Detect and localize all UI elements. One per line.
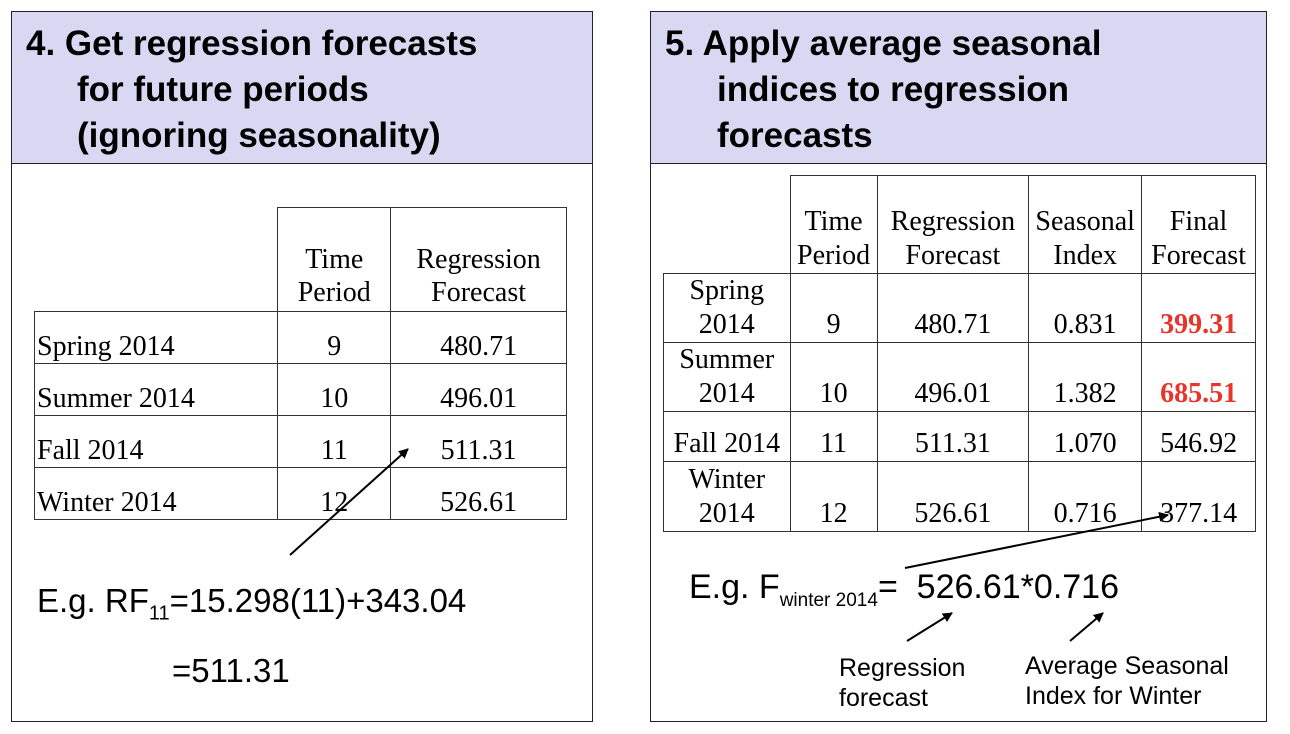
- time-period-cell: 12: [277, 467, 392, 520]
- time-period-cell: 9: [789, 273, 878, 343]
- header-line: for future periods: [77, 70, 369, 109]
- column-header-regression-forecast: Regression Forecast: [390, 207, 567, 312]
- empty-corner-cell: [34, 207, 279, 312]
- forecast-cell: 526.61: [390, 467, 567, 520]
- table-header-row: Time Period Regression Forecast: [34, 207, 567, 312]
- header-text: Index: [1053, 240, 1118, 271]
- row-label: Winter 2014: [33, 467, 279, 520]
- table-header-row: Time Period Regression Forecast Seasonal…: [663, 175, 1256, 274]
- label-line: Winter: [688, 464, 766, 495]
- label-line: Summer: [679, 344, 775, 375]
- table-row: Summer 2014 10 496.01 1.382 685.51: [663, 342, 1256, 412]
- seasonal-index-annotation: Average Seasonal Index for Winter: [1025, 651, 1229, 711]
- column-header-regression-forecast: Regression Forecast: [876, 175, 1030, 274]
- seasonal-index-cell: 1.070: [1028, 411, 1143, 462]
- example-result: =511.31: [172, 652, 290, 689]
- row-label: Fall 2014: [663, 411, 791, 462]
- final-forecast-cell: 377.14: [1141, 461, 1256, 532]
- forecast-cell: 496.01: [876, 342, 1030, 412]
- row-label: Summer 2014: [663, 342, 791, 412]
- table-row: Spring 2014 9 480.71: [33, 311, 567, 364]
- table-row: Summer 2014 10 496.01: [33, 363, 567, 416]
- regression-forecast-panel: 4. Get regression forecasts for future p…: [11, 11, 593, 722]
- label-line: 2014: [698, 378, 755, 409]
- header-text: Seasonal: [1035, 206, 1135, 237]
- header-text: Period: [797, 240, 871, 271]
- formula-expression: =15.298(11)+343.04: [169, 582, 467, 619]
- label-line: 2014: [698, 309, 755, 340]
- time-period-cell: 9: [277, 311, 392, 364]
- row-label: Spring 2014: [663, 273, 791, 343]
- annotation-line: Average Seasonal: [1025, 652, 1229, 680]
- table-row: Fall 2014 11 511.31: [33, 415, 567, 468]
- final-forecast-cell: 685.51: [1141, 342, 1256, 412]
- seasonal-index-cell: 0.831: [1028, 273, 1143, 343]
- time-period-cell: 11: [277, 415, 392, 468]
- header-line: 5. Apply average seasonal: [665, 24, 1102, 63]
- final-forecast-cell: 546.92: [1141, 411, 1256, 462]
- header-text: Forecast: [905, 240, 1001, 271]
- label-line: 2014: [698, 498, 755, 529]
- forecast-cell: 511.31: [876, 411, 1030, 462]
- row-label: Summer 2014: [33, 363, 279, 416]
- row-label: Fall 2014: [33, 415, 279, 468]
- final-forecast-cell: 399.31: [1141, 273, 1256, 343]
- seasonal-index-cell: 0.716: [1028, 461, 1143, 532]
- header-text: Forecast: [1151, 240, 1246, 271]
- time-period-cell: 12: [789, 461, 878, 532]
- header-line: (ignoring seasonality): [77, 116, 441, 155]
- header-text: Time: [804, 206, 863, 237]
- header-line: 4. Get regression forecasts: [26, 24, 478, 63]
- header-text: Time: [305, 244, 364, 275]
- formula-expression: = 526.61*0.716: [877, 568, 1119, 606]
- panel-header: 5. Apply average seasonal indices to reg…: [651, 12, 1266, 164]
- example-formula: E.g. RF11=15.298(11)+343.04: [37, 582, 466, 626]
- table-row: Winter 2014 12 526.61: [33, 467, 567, 520]
- header-line: indices to regression: [717, 70, 1070, 109]
- formula-subscript: winter 2014: [779, 589, 878, 611]
- header-text: Period: [297, 277, 371, 308]
- header-text: Regression: [890, 206, 1016, 237]
- time-period-cell: 10: [277, 363, 392, 416]
- final-forecast-table: Time Period Regression Forecast Seasonal…: [663, 175, 1256, 532]
- time-period-cell: 10: [789, 342, 878, 412]
- seasonal-index-panel: 5. Apply average seasonal indices to reg…: [650, 11, 1267, 722]
- table-row: Spring 2014 9 480.71 0.831 399.31: [663, 273, 1256, 343]
- forecast-cell: 511.31: [390, 415, 567, 468]
- table-row: Fall 2014 11 511.31 1.070 546.92: [663, 411, 1256, 462]
- header-text: Final: [1169, 206, 1228, 237]
- forecast-cell: 526.61: [876, 461, 1030, 532]
- column-header-final-forecast: Final Forecast: [1141, 175, 1256, 274]
- header-text: Regression: [416, 244, 541, 275]
- panel-header: 4. Get regression forecasts for future p…: [12, 12, 592, 164]
- annotation-line: forecast: [839, 684, 928, 712]
- header-line: forecasts: [717, 116, 873, 155]
- annotation-line: Index for Winter: [1025, 682, 1202, 710]
- column-header-time-period: Time Period: [277, 207, 392, 312]
- column-header-seasonal-index: Seasonal Index: [1028, 175, 1143, 274]
- forecast-cell: 496.01: [390, 363, 567, 416]
- formula-subscript: 11: [148, 602, 170, 625]
- column-header-time-period: Time Period: [789, 175, 878, 274]
- regression-forecast-table: Time Period Regression Forecast Spring 2…: [33, 207, 567, 520]
- example-formula: E.g. Fwinter 2014= 526.61*0.716: [689, 568, 1119, 612]
- row-label: Spring 2014: [33, 311, 279, 364]
- table-row: Winter 2014 12 526.61 0.716 377.14: [663, 461, 1256, 532]
- formula-prefix: E.g. F: [689, 568, 780, 606]
- forecast-cell: 480.71: [876, 273, 1030, 343]
- label-line: Spring: [689, 275, 765, 306]
- empty-corner-cell: [663, 175, 791, 274]
- header-text: Forecast: [431, 277, 527, 308]
- seasonal-index-cell: 1.382: [1028, 342, 1143, 412]
- forecast-cell: 480.71: [390, 311, 567, 364]
- time-period-cell: 11: [789, 411, 878, 462]
- annotation-line: Regression: [839, 654, 966, 682]
- regression-forecast-annotation: Regression forecast: [839, 653, 965, 713]
- row-label: Winter 2014: [663, 461, 791, 532]
- formula-prefix: E.g. RF: [37, 582, 149, 619]
